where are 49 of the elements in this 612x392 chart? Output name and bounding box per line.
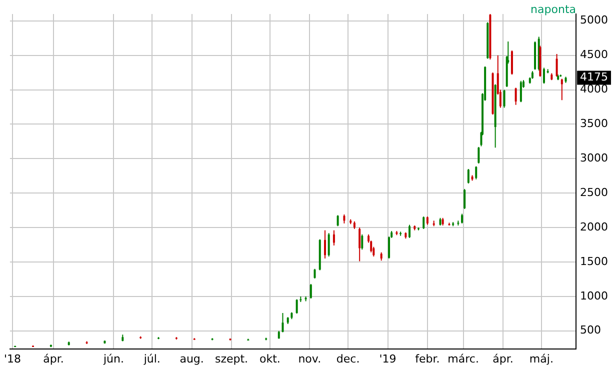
x-tick-label: '19 (379, 352, 396, 366)
x-tick-label: aug. (180, 352, 204, 366)
y-tick-label: 3500 (580, 117, 608, 130)
y-tick-label: 5000 (580, 14, 608, 27)
y-tick-label: 1000 (580, 289, 608, 302)
candlestick (510, 50, 513, 76)
candlestick (336, 214, 339, 227)
y-tick-label: 4000 (580, 82, 608, 96)
candlestick (467, 168, 470, 184)
y-tick-label: 500 (580, 324, 602, 337)
candlestick (282, 312, 284, 333)
candlestick (542, 67, 545, 84)
candlestick (514, 87, 517, 106)
y-tick-label: 2500 (580, 186, 608, 199)
x-tick-label: júl. (142, 352, 160, 366)
y-tick-label: 2000 (580, 220, 608, 234)
candlestick (478, 146, 480, 164)
candlestick (422, 216, 425, 230)
annotation: 4175 (580, 70, 608, 84)
x-tick-label: jún. (102, 352, 124, 366)
candlestick (358, 227, 361, 262)
candlestick (520, 80, 522, 103)
x-tick-label: márc. (448, 352, 479, 366)
candlestick (361, 234, 364, 250)
x-tick-label: nov. (298, 352, 322, 366)
x-tick-label: febr. (415, 352, 440, 366)
candlestick (328, 232, 330, 257)
x-tick-label: ápr. (492, 352, 514, 366)
candlestick (332, 230, 335, 246)
y-tick-label: 4500 (580, 48, 608, 62)
candlestick (461, 213, 464, 224)
x-tick-label: okt. (259, 352, 280, 366)
x-tick-label: szept. (214, 352, 248, 366)
candlestick (408, 224, 411, 238)
x-tick-label: máj. (529, 352, 554, 366)
candlestick (503, 89, 506, 108)
x-tick-label: '18 (4, 352, 22, 366)
candlestick (314, 268, 316, 280)
candlestick (324, 230, 326, 260)
y-tick-label: 3000 (580, 152, 608, 165)
x-tick-label: ápr. (43, 352, 64, 366)
y-tick-label: 1500 (580, 254, 608, 268)
x-tick-label: dec. (336, 352, 360, 366)
annotation: naponta (530, 3, 576, 16)
candlestick (560, 78, 563, 101)
candlestick (475, 166, 478, 180)
candlestick (296, 298, 298, 314)
candlestick (464, 188, 466, 210)
candlestick (310, 284, 312, 300)
